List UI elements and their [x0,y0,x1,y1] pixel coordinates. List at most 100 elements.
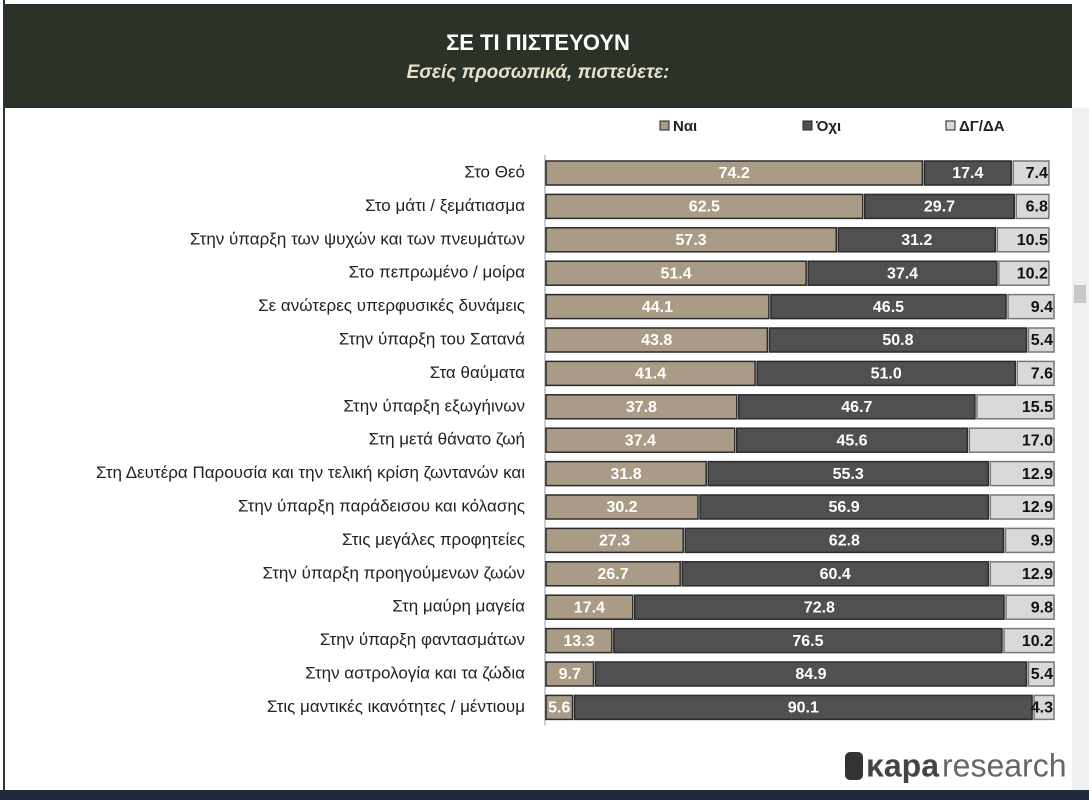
bar [837,227,997,253]
value-label: 10.2 [1022,633,1053,650]
value-label: 43.8 [641,332,672,349]
chart-subtitle: Εσείς προσωπικά, πιστεύετε: [407,62,670,83]
value-label: 56.9 [829,499,860,516]
y-tick-label: Στο μάτι / ξεμάτιασμα [365,196,525,215]
value-label: 30.2 [606,499,637,516]
scrollbar-thumb[interactable] [1074,285,1086,303]
value-label: 5.4 [1031,666,1053,683]
bar [996,227,1050,253]
y-tick-label: Στην ύπαρξη του Σατανά [339,329,525,348]
value-label: 72.8 [804,599,835,616]
logo-icon [845,752,863,780]
value-label: 55.3 [833,466,864,483]
bar [545,193,864,220]
value-label: 50.8 [882,332,913,349]
bar [545,460,707,487]
value-label: 7.6 [1031,366,1053,383]
bar [923,160,1012,186]
bar [699,494,989,520]
bar [1027,661,1055,687]
bar [989,561,1055,587]
bar [545,160,924,186]
bar [735,427,969,453]
legend-label: ΔΓ/ΔΑ [959,118,1005,135]
bar [545,561,681,587]
value-label: 90.1 [788,700,819,717]
value-label: 51.4 [660,265,691,282]
bar [1012,160,1050,186]
bar [545,594,634,620]
value-label: 31.2 [901,232,932,249]
chart-title: ΣΕ ΤΙ ΠΙΣΤΕΥΟΥΝ [446,30,630,55]
value-label: 10.2 [1017,265,1048,282]
value-label: 27.3 [599,533,630,550]
value-label: 10.5 [1017,232,1048,249]
value-label: 57.3 [676,232,707,249]
value-label: 37.8 [626,399,657,416]
bar [573,694,1033,721]
bar [738,394,976,420]
value-label: 9.8 [1031,599,1053,616]
bar [1016,360,1055,387]
value-label: 15.5 [1022,399,1053,416]
y-tick-label: Σε ανώτερες υπερφυσικές δυνάμεις [258,296,525,315]
value-label: 45.6 [836,432,867,449]
value-label: 84.9 [795,666,826,683]
bar [1007,293,1055,320]
bar [545,661,595,687]
y-tick-label: Στις μαντικές ικανότητες / μέντιουμ [267,697,525,716]
bar [1033,694,1055,721]
bar [976,394,1055,420]
logo-bold: κapa [866,747,939,783]
bar [768,327,1028,353]
value-label: 12.9 [1022,499,1053,516]
bar [545,694,574,721]
value-label: 9.7 [559,666,581,683]
y-tick-label: Στη Δευτέρα Παρουσία και την τελική κρίσ… [96,463,525,482]
bar [807,260,998,286]
bar [1005,594,1055,620]
value-label: 37.4 [887,265,918,282]
bar [989,460,1055,487]
legend-label: Ναι [673,118,697,135]
value-label: 17.4 [952,165,983,182]
value-label: 17.4 [574,599,605,616]
value-label: 6.8 [1026,199,1048,216]
value-label: 17.0 [1022,432,1053,449]
bar [633,594,1005,620]
y-tick-label: Στην ύπαρξη παράδεισου και κόλασης [238,496,525,515]
bar [545,293,770,320]
value-label: 9.4 [1031,299,1053,316]
bar [707,460,989,487]
bar [545,627,613,654]
bar [1027,327,1055,353]
value-label: 12.9 [1022,566,1053,583]
header [5,4,1072,108]
value-label: 74.2 [719,165,750,182]
bar [613,627,1003,654]
y-tick-label: Στο Θεό [464,162,525,181]
y-tick-label: Στη μετά θάνατο ζωή [369,430,525,449]
bar [864,193,1015,220]
y-tick-label: Στη μαύρη μαγεία [392,597,525,616]
value-label: 12.9 [1022,466,1053,483]
value-label: 31.8 [611,466,642,483]
bar [968,427,1055,453]
y-tick-label: Στο πεπρωμένο / μοίρα [349,263,526,282]
value-label: 51.0 [871,366,902,383]
value-label: 9.9 [1031,533,1053,550]
bar [770,293,1007,320]
value-label: 46.7 [841,399,872,416]
bar [545,360,756,387]
scrollbar[interactable] [1072,108,1089,790]
logo: κapa research [845,747,1067,783]
value-label: 7.4 [1026,165,1048,182]
logo-light: research [942,747,1067,783]
taskbar [0,790,1089,800]
bar [1003,627,1055,654]
y-tick-label: Στην ύπαρξη των ψυχών και των πνευμάτων [190,229,525,248]
legend-swatch [802,120,813,131]
value-label: 44.1 [642,299,673,316]
value-label: 5.4 [1031,332,1053,349]
